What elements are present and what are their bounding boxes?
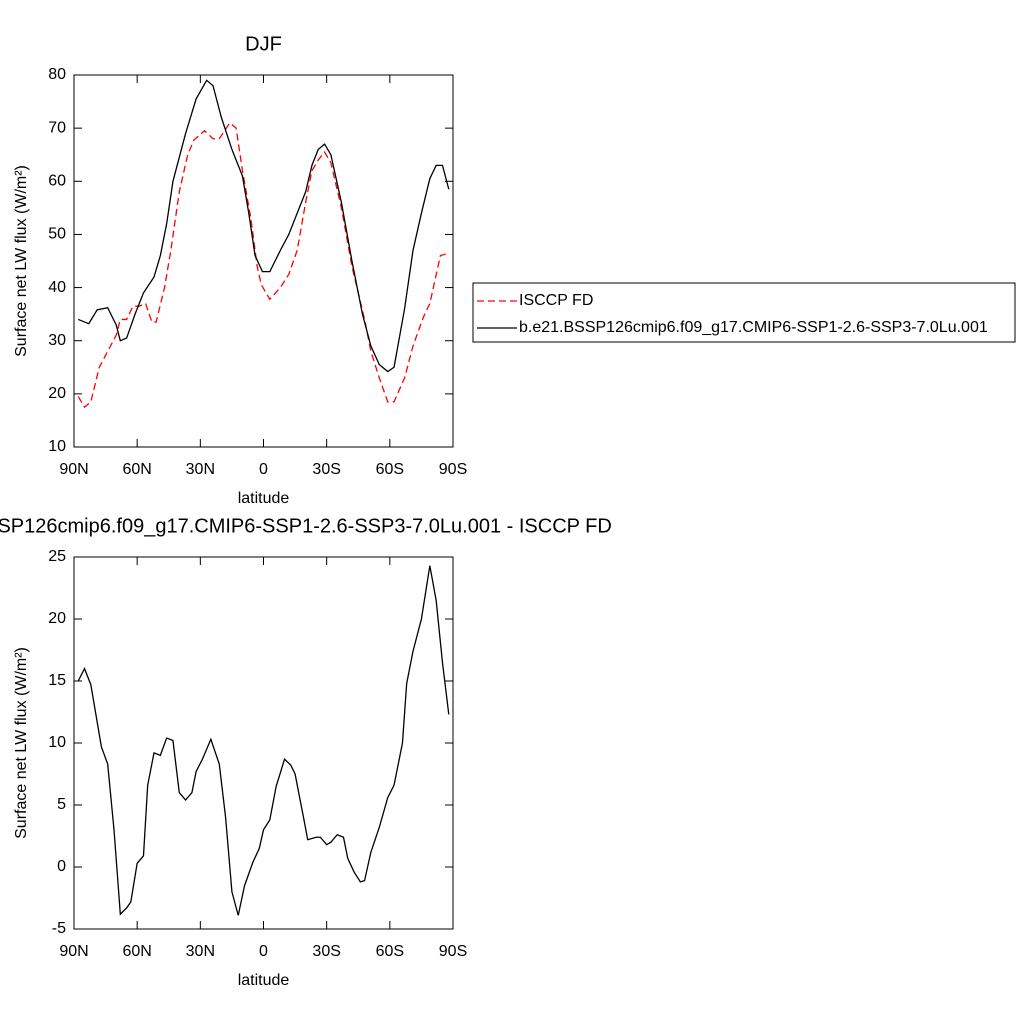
y-tick-label: 0 [57, 858, 66, 875]
y-tick-label: 25 [48, 548, 66, 565]
y-axis-label: Surface net LW flux (W/m²) [13, 165, 30, 357]
x-tick-label: 30S [312, 943, 340, 960]
x-tick-label: 90N [59, 461, 88, 478]
legend-box [472, 282, 1016, 343]
x-tick-label: 0 [259, 461, 268, 478]
y-axis-label: Surface net LW flux (W/m²) [13, 647, 30, 839]
data-line [77, 121, 449, 409]
data-line [77, 565, 450, 916]
x-tick-label: 90S [439, 943, 467, 960]
y-tick-label: 10 [48, 438, 66, 455]
y-tick-label: 70 [48, 119, 66, 136]
legend-label: b.e21.BSSP126cmip6.f09_g17.CMIP6-SSP1-2.… [519, 319, 988, 336]
x-axis-label: latitude [238, 972, 290, 989]
x-tick-label: 60S [376, 943, 404, 960]
x-tick-label: 0 [259, 943, 268, 960]
y-tick-label: 60 [48, 173, 66, 190]
x-tick-label: 60N [122, 943, 151, 960]
plot-frame [73, 74, 454, 448]
x-tick-label: 60S [376, 461, 404, 478]
plot-frame [73, 556, 454, 930]
y-tick-label: 5 [57, 796, 66, 813]
y-tick-label: -5 [52, 920, 66, 937]
y-tick-label: 10 [48, 734, 66, 751]
data-line [77, 79, 450, 373]
y-tick-label: 20 [48, 610, 66, 627]
y-tick-label: 80 [48, 66, 66, 83]
y-tick-label: 20 [48, 385, 66, 402]
y-tick-label: 15 [48, 672, 66, 689]
legend-label: ISCCP FD [519, 292, 593, 309]
x-tick-label: 60N [122, 461, 151, 478]
y-tick-label: 50 [48, 226, 66, 243]
y-tick-label: 40 [48, 279, 66, 296]
y-tick-label: 30 [48, 332, 66, 349]
x-tick-label: 90N [59, 943, 88, 960]
x-tick-label: 30N [186, 943, 215, 960]
x-tick-label: 90S [439, 461, 467, 478]
x-axis-label: latitude [238, 490, 290, 507]
x-tick-label: 30N [186, 461, 215, 478]
chart-title: DJF [245, 33, 282, 55]
chart-title: b.e21.BSSP126cmip6.f09_g17.CMIP6-SSP1-2.… [0, 515, 612, 537]
x-tick-label: 30S [312, 461, 340, 478]
